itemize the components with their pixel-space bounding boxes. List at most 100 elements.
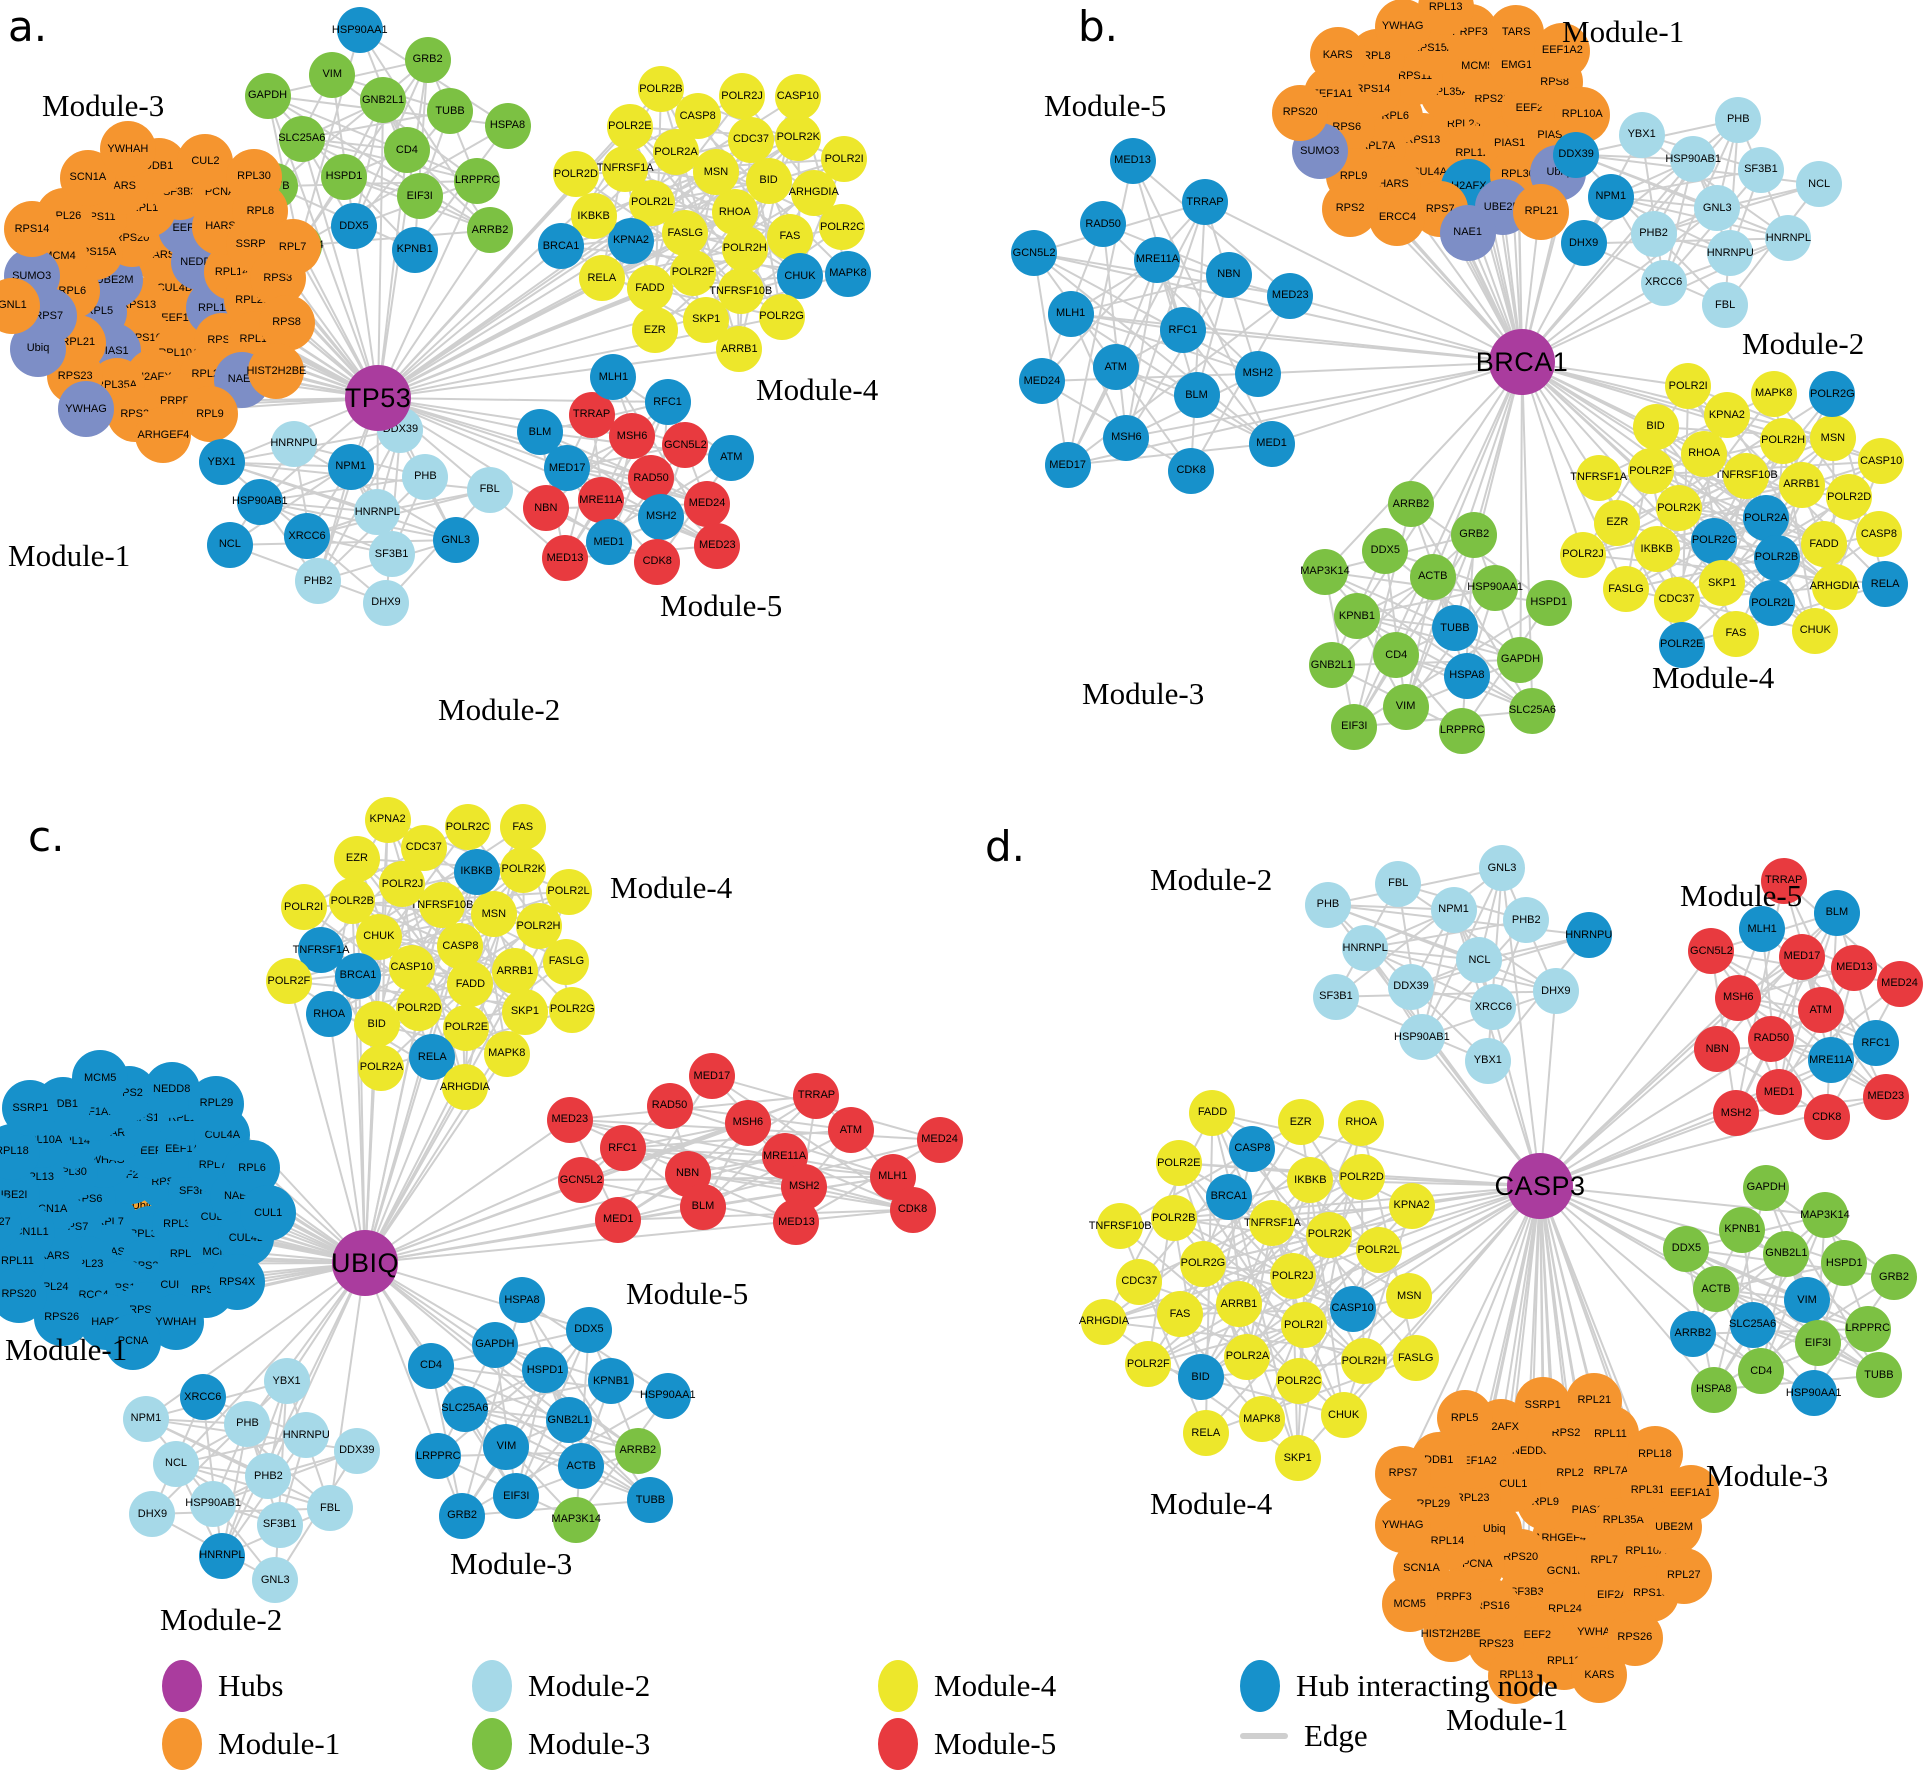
- node-ACTB[interactable]: ACTB: [558, 1443, 605, 1490]
- node-RAD50[interactable]: RAD50: [1080, 201, 1127, 248]
- node-DHX9[interactable]: DHX9: [129, 1491, 176, 1537]
- node-RHOA[interactable]: RHOA: [306, 991, 353, 1038]
- node-POLR2G[interactable]: POLR2G: [549, 986, 596, 1033]
- node-RPL21[interactable]: RPL21: [1566, 1372, 1623, 1429]
- node-NBN[interactable]: NBN: [1205, 251, 1252, 298]
- node-FAS[interactable]: FAS: [1712, 610, 1759, 657]
- node-HNRNPU[interactable]: HNRNPU: [1707, 230, 1754, 277]
- node-TRRAP[interactable]: TRRAP: [793, 1072, 840, 1119]
- node-POLR2F[interactable]: POLR2F: [1627, 448, 1674, 495]
- node-TUBB[interactable]: TUBB: [627, 1477, 674, 1524]
- node-HSPA8[interactable]: HSPA8: [498, 1277, 545, 1324]
- node-ARHGDIA[interactable]: ARHGDIA: [440, 1064, 490, 1111]
- node-HNRNPL[interactable]: HNRNPL: [198, 1532, 245, 1579]
- node-XRCC6[interactable]: XRCC6: [284, 513, 331, 560]
- node-FADD[interactable]: FADD: [1801, 521, 1848, 568]
- node-TNFRSF10B[interactable]: TNFRSF10B: [709, 268, 772, 315]
- node-RPS20[interactable]: RPS20: [1272, 84, 1329, 141]
- node-FASLG[interactable]: FASLG: [662, 210, 709, 257]
- node-HSPD1[interactable]: HSPD1: [522, 1347, 569, 1394]
- node-CDC37[interactable]: CDC37: [1653, 576, 1700, 623]
- node-EEF1A1[interactable]: EEF1A1: [1662, 1465, 1719, 1522]
- node-TRRAP[interactable]: TRRAP: [568, 391, 615, 438]
- node-DDX39[interactable]: DDX39: [1388, 963, 1435, 1010]
- node-MED1[interactable]: MED1: [595, 1196, 642, 1243]
- node-POLR2L[interactable]: POLR2L: [1355, 1227, 1402, 1274]
- node-GNL3[interactable]: GNL3: [1694, 185, 1741, 231]
- node-MED17[interactable]: MED17: [688, 1053, 735, 1100]
- node-MED1[interactable]: MED1: [1248, 420, 1295, 467]
- node-POLR2B[interactable]: POLR2B: [1753, 534, 1800, 581]
- node-HNRNPU[interactable]: HNRNPU: [283, 1412, 330, 1459]
- node-SF3B1[interactable]: SF3B1: [256, 1501, 303, 1548]
- node-NPM1[interactable]: NPM1: [1587, 173, 1634, 220]
- node-POLR2K[interactable]: POLR2K: [1306, 1211, 1353, 1258]
- node-POLR2E[interactable]: POLR2E: [1155, 1140, 1202, 1187]
- node-RAD50[interactable]: RAD50: [628, 455, 675, 501]
- node-CD4[interactable]: CD4: [1373, 632, 1420, 679]
- node-RPS4X[interactable]: RPS4X: [209, 1254, 266, 1311]
- node-MAP3K14[interactable]: MAP3K14: [1800, 1192, 1850, 1239]
- node-FAS[interactable]: FAS: [1157, 1291, 1204, 1338]
- node-DDX5[interactable]: DDX5: [1663, 1225, 1710, 1272]
- node-DDX5[interactable]: DDX5: [1362, 527, 1409, 574]
- node-PHB[interactable]: PHB: [402, 453, 449, 500]
- node-DDX39[interactable]: DDX39: [333, 1427, 380, 1474]
- node-RPL13[interactable]: RPL13: [1488, 1647, 1545, 1704]
- node-Ubiq[interactable]: Ubiq: [10, 320, 67, 377]
- node-NCL[interactable]: NCL: [1796, 161, 1843, 208]
- node-SF3B1[interactable]: SF3B1: [1737, 146, 1784, 193]
- node-GNB2L1[interactable]: GNB2L1: [545, 1397, 592, 1443]
- node-GAPDH[interactable]: GAPDH: [244, 72, 291, 119]
- node-MSN[interactable]: MSN: [1386, 1273, 1433, 1320]
- node-POLR2J[interactable]: POLR2J: [379, 861, 426, 908]
- node-RFC1[interactable]: RFC1: [1159, 307, 1206, 353]
- node-GRB2[interactable]: GRB2: [439, 1492, 486, 1539]
- node-HIST2H2BE[interactable]: HIST2H2BE: [246, 343, 306, 399]
- node-SKP1[interactable]: SKP1: [501, 988, 548, 1035]
- node-KPNB1[interactable]: KPNB1: [391, 226, 438, 273]
- node-RPL27[interactable]: RPL27: [0, 1194, 22, 1251]
- node-YWHAH[interactable]: YWHAH: [99, 121, 156, 178]
- node-NBN[interactable]: NBN: [1694, 1026, 1741, 1073]
- node-POLR2D[interactable]: POLR2D: [552, 151, 599, 198]
- node-PHB2[interactable]: PHB2: [245, 1453, 292, 1499]
- node-MED24[interactable]: MED24: [1018, 358, 1065, 405]
- node-POLR2E[interactable]: POLR2E: [606, 103, 653, 150]
- node-HSP90AA1[interactable]: HSP90AA1: [1467, 564, 1523, 611]
- node-CASP10[interactable]: CASP10: [774, 73, 821, 120]
- node-ARRB1[interactable]: ARRB1: [491, 948, 538, 995]
- node-FADD[interactable]: FADD: [1189, 1089, 1236, 1136]
- node-MSH6[interactable]: MSH6: [609, 413, 656, 460]
- node-CDC37[interactable]: CDC37: [400, 824, 447, 871]
- node-PHB2[interactable]: PHB2: [295, 558, 342, 605]
- node-KPNB1[interactable]: KPNB1: [1333, 593, 1380, 640]
- node-EIF3I[interactable]: EIF3I: [1795, 1320, 1842, 1367]
- node-MED17[interactable]: MED17: [1779, 933, 1825, 980]
- node-MED13[interactable]: MED13: [1109, 137, 1156, 184]
- node-POLR2I[interactable]: POLR2I: [280, 884, 327, 931]
- node-DDX39[interactable]: DDX39: [1553, 131, 1600, 178]
- node-ARRB2[interactable]: ARRB2: [614, 1427, 661, 1474]
- node-EZR[interactable]: EZR: [333, 835, 380, 882]
- node-POLR2C[interactable]: POLR2C: [1276, 1358, 1323, 1405]
- node-GNB2L1[interactable]: GNB2L1: [1763, 1230, 1810, 1277]
- node-MED23[interactable]: MED23: [1267, 272, 1314, 319]
- node-MAPK8[interactable]: MAPK8: [824, 250, 871, 297]
- node-FASLG[interactable]: FASLG: [1602, 566, 1649, 613]
- node-MAPK8[interactable]: MAPK8: [483, 1030, 530, 1077]
- node-EIF3I[interactable]: EIF3I: [396, 173, 443, 220]
- node-MRE11A[interactable]: MRE11A: [577, 477, 624, 524]
- node-FADD[interactable]: FADD: [447, 961, 494, 1007]
- node-ATM[interactable]: ATM: [1092, 344, 1139, 391]
- node-TUBB[interactable]: TUBB: [1431, 605, 1478, 651]
- node-ARHGDIA[interactable]: ARHGDIA: [789, 169, 839, 216]
- node-GAPDH[interactable]: GAPDH: [471, 1321, 518, 1368]
- node-RPS2[interactable]: RPS2: [1322, 180, 1379, 237]
- node-DHX9[interactable]: DHX9: [362, 579, 409, 626]
- node-CDK8[interactable]: CDK8: [1803, 1094, 1850, 1141]
- node-BLM[interactable]: BLM: [679, 1183, 726, 1230]
- node-FADD[interactable]: FADD: [626, 265, 673, 312]
- node-RPL27[interactable]: RPL27: [1655, 1547, 1712, 1604]
- node-SLC25A6[interactable]: SLC25A6: [441, 1385, 488, 1432]
